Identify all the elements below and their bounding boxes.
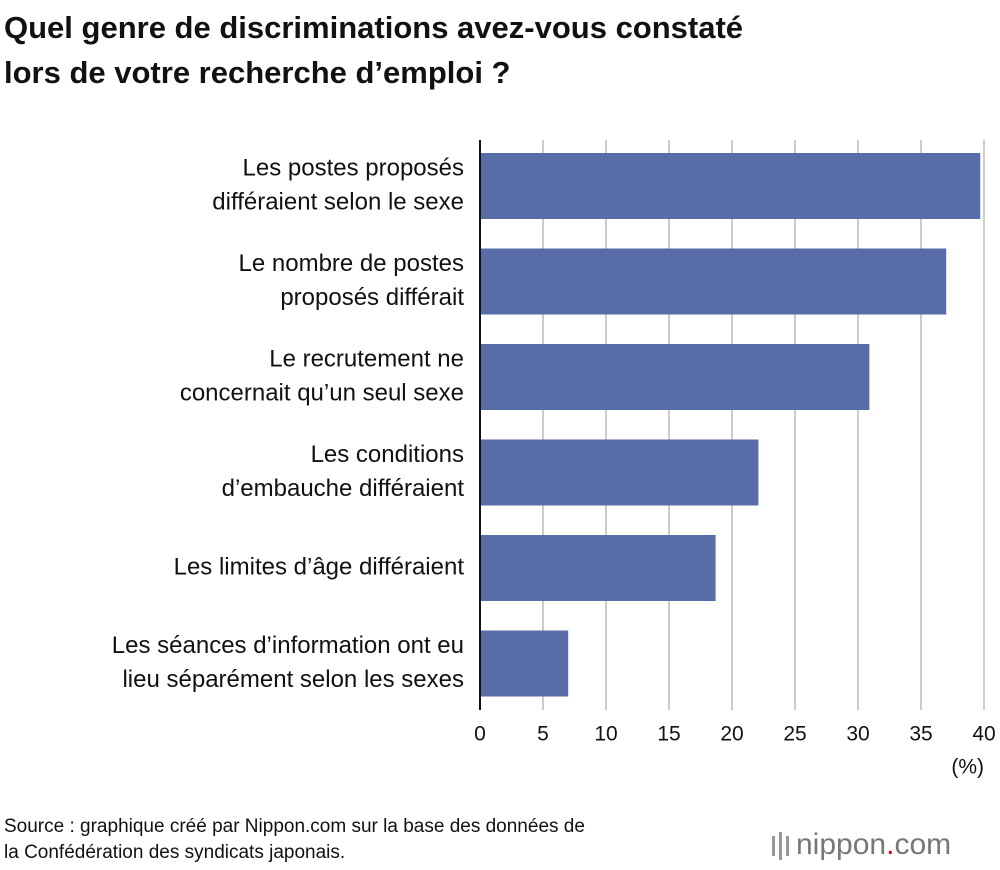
x-tick-label: 20: [720, 723, 743, 746]
y-tick-label: concernait qu’un seul sexe: [180, 379, 464, 406]
y-tick-label: lieu séparément selon les sexes: [122, 666, 464, 693]
logo-icon: [786, 836, 789, 856]
x-tick-label: 40: [972, 723, 995, 746]
y-tick-label: différaient selon le sexe: [212, 188, 464, 215]
x-tick-label: 30: [846, 723, 869, 746]
bar: [480, 153, 981, 219]
y-tick-label: Les postes proposés: [243, 154, 464, 181]
logo-icon: [779, 832, 782, 860]
bar: [480, 248, 947, 315]
y-tick-label: Le nombre de postes: [239, 250, 464, 277]
logo-text: nippon.com: [796, 828, 951, 861]
x-tick-label: 5: [537, 723, 549, 746]
logo-dot: .: [886, 828, 894, 861]
x-tick-label: 25: [783, 723, 806, 746]
chart-title: lors de votre recherche d’emploi ?: [4, 55, 511, 90]
source: Source : graphique créé par Nippon.com s…: [4, 816, 585, 837]
bar: [480, 535, 716, 601]
x-tick-label: 35: [909, 723, 932, 746]
x-axis-unit: (%): [951, 756, 984, 779]
y-tick-label: Le recrutement ne: [269, 345, 464, 372]
y-tick-label: Les conditions: [311, 441, 464, 468]
bar: [480, 630, 569, 697]
logo-text: nippon: [796, 828, 886, 861]
x-tick-label: 10: [594, 723, 617, 746]
y-tick-label: d’embauche différaient: [222, 475, 465, 502]
y-tick-label: proposés différait: [280, 284, 464, 311]
x-tick-label: 0: [474, 723, 486, 746]
y-tick-label: Les limites d’âge différaient: [174, 553, 465, 580]
x-tick-label: 15: [657, 723, 680, 746]
logo: nippon.com: [772, 828, 951, 861]
bar: [480, 439, 759, 506]
source: la Confédération des syndicats japonais.: [4, 842, 345, 863]
logo-text: com: [894, 828, 951, 861]
chart-title: Quel genre de discriminations avez-vous …: [4, 10, 743, 45]
logo-icon: [772, 836, 775, 856]
bar: [480, 344, 870, 410]
y-tick-label: Les séances d’information ont eu: [112, 632, 464, 659]
